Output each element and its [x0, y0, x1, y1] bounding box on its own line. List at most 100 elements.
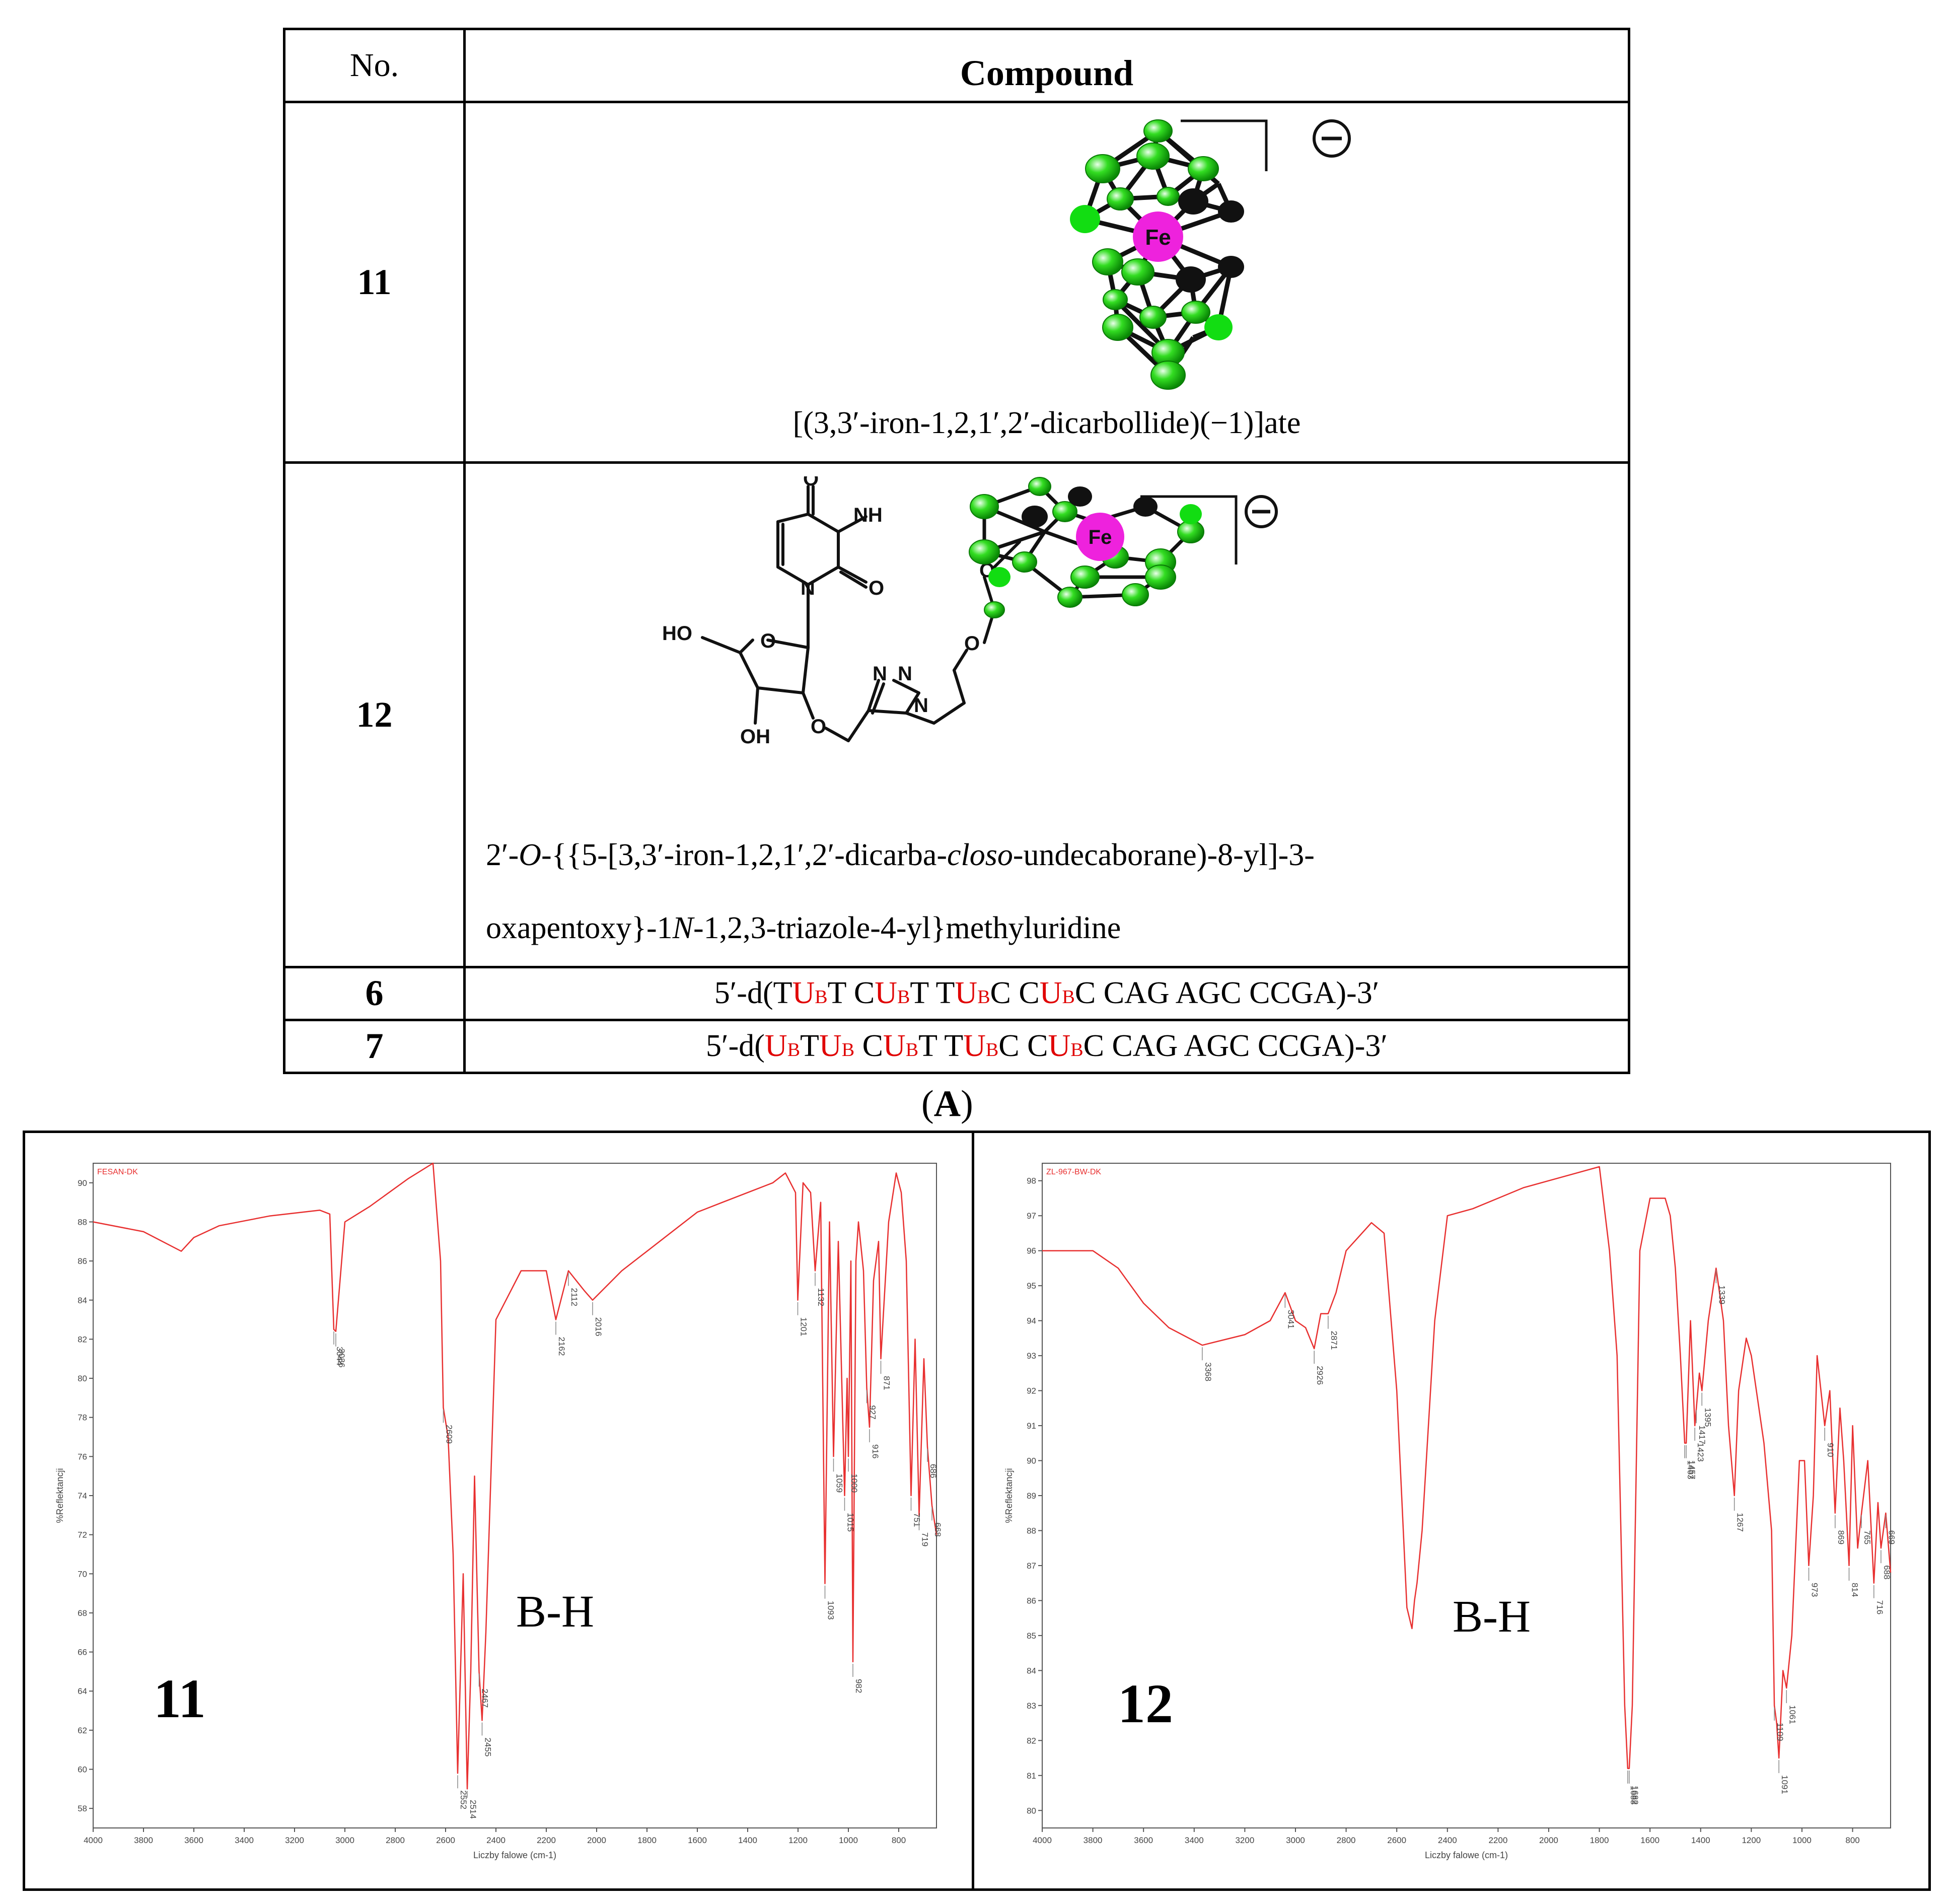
peak-label: 869: [1836, 1530, 1846, 1544]
y-tick-label: 86: [78, 1256, 87, 1266]
y-tick-label: 86: [1027, 1596, 1036, 1605]
y-tick-label: 85: [1027, 1631, 1036, 1641]
peak-label: 1457: [1687, 1460, 1697, 1479]
peak-label: 2112: [569, 1288, 579, 1307]
y-tick-label: 64: [78, 1686, 87, 1696]
x-tick-label: 2200: [537, 1836, 556, 1845]
spectrum-line: [1042, 1166, 1892, 1770]
oligo-6-sequence: 5′-d(TUBT CUBT TUBC CUBC CAG AGC CCGA)-3…: [463, 965, 1630, 1021]
spectrum-line: [93, 1162, 937, 1790]
x-tick-label: 2800: [386, 1836, 405, 1845]
peak-label: 1015: [846, 1513, 855, 1532]
y-tick-label: 72: [78, 1530, 87, 1540]
x-tick-label: 1400: [738, 1836, 757, 1845]
y-tick-label: 58: [78, 1804, 87, 1813]
peak-label: 1000: [849, 1473, 859, 1493]
bh-band-label: B-H: [1453, 1592, 1531, 1642]
x-tick-label: 1200: [1742, 1836, 1761, 1845]
x-tick-label: 2600: [1387, 1836, 1406, 1845]
x-tick-label: 2400: [486, 1836, 505, 1845]
peak-label: 3036: [337, 1349, 346, 1368]
spectra-frame: [23, 1131, 1931, 1891]
x-tick-label: 800: [892, 1836, 906, 1845]
peak-label: 751: [912, 1513, 922, 1527]
y-tick-label: 82: [1027, 1736, 1036, 1745]
y-tick-label: 78: [78, 1413, 87, 1423]
compound-12-name-line2: oxapentoxy}-1N-1,2,3-triazole-4-yl}methy…: [486, 911, 1121, 946]
y-axis-label: %Reflektancji: [55, 1468, 65, 1523]
y-tick-label: 80: [1027, 1806, 1036, 1815]
x-tick-label: 3200: [285, 1836, 304, 1845]
x-tick-label: 1000: [1792, 1836, 1812, 1845]
y-tick-label: 92: [1027, 1386, 1036, 1396]
fe-atom-label: Fe: [1145, 225, 1171, 250]
x-axis-label: Liczby falowe (cm-1): [473, 1850, 556, 1860]
peak-label: 2552: [459, 1790, 468, 1809]
oligo-number-7: 7: [283, 1018, 466, 1075]
fe-atom-label-12: Fe: [1089, 526, 1112, 548]
y-tick-label: 80: [78, 1374, 87, 1383]
panel-label-a: (A): [921, 1083, 973, 1124]
y-tick-label: 83: [1027, 1701, 1036, 1711]
x-tick-label: 1600: [688, 1836, 707, 1845]
compound-12-structure: O NH O N O HO OH O N N N O O: [662, 476, 1238, 748]
peak-label: 2609: [445, 1425, 454, 1444]
triazole-n1-label: N: [914, 694, 928, 717]
peak-label: 814: [1850, 1583, 1860, 1597]
peak-label: 1059: [835, 1473, 844, 1493]
header-no: No.: [283, 27, 466, 104]
compound-number-11: 11: [283, 101, 466, 464]
peak-label: 1109: [1775, 1723, 1785, 1741]
spectrum-file-label: ZL-967-BW-DK: [1046, 1168, 1101, 1176]
anion-charge-icon: [1313, 119, 1351, 158]
peak-label: 2162: [557, 1337, 566, 1356]
x-tick-label: 2600: [436, 1836, 455, 1845]
y-axis-label: %Reflektancji: [1004, 1468, 1014, 1523]
plot-frame: [93, 1163, 937, 1828]
ribose-o-label: O: [760, 630, 776, 652]
y-tick-label: 88: [1027, 1526, 1036, 1535]
y-tick-label: 68: [78, 1608, 87, 1618]
peak-label: 1132: [816, 1288, 826, 1307]
spectrum-file-label: FESAN-DK: [97, 1168, 138, 1176]
peak-label: 3044: [335, 1347, 344, 1366]
peak-label: 1682: [1630, 1786, 1640, 1805]
compound-number-label: 12: [1118, 1673, 1173, 1734]
y-tick-label: 74: [78, 1491, 87, 1501]
x-tick-label: 1800: [637, 1836, 657, 1845]
y-tick-label: 76: [78, 1452, 87, 1461]
compound-number-12: 12: [283, 461, 466, 968]
x-tick-label: 1800: [1590, 1836, 1609, 1845]
y-tick-label: 95: [1027, 1281, 1036, 1291]
peak-label: 927: [868, 1405, 878, 1419]
peak-label: 1417: [1697, 1425, 1707, 1444]
header-compound: Compound: [463, 27, 1630, 104]
bh-band-label: B-H: [516, 1587, 594, 1637]
x-tick-label: 1600: [1640, 1836, 1659, 1845]
y-tick-label: 62: [78, 1726, 87, 1735]
uracil-nh-label: NH: [853, 504, 883, 526]
peak-label: 910: [1826, 1443, 1835, 1457]
y-tick-label: 98: [1027, 1176, 1036, 1186]
x-tick-label: 1400: [1691, 1836, 1710, 1845]
uracil-o2-label: O: [869, 577, 884, 599]
x-tick-label: 2000: [587, 1836, 606, 1845]
ir-spectrum-11: 4000 3800 3600 3400 3200 3000 2800 2600 2400 2200…: [55, 1162, 943, 1860]
uracil-n1-label: N: [801, 577, 815, 599]
x-tick-label: 3600: [184, 1836, 203, 1845]
y-tick-label: 96: [1027, 1246, 1036, 1256]
peak-label: 1339: [1717, 1285, 1726, 1304]
ho-label: HO: [662, 622, 692, 645]
x-tick-label: 2200: [1488, 1836, 1507, 1845]
peak-label: 1061: [1787, 1705, 1797, 1724]
y-tick-label: 89: [1027, 1491, 1036, 1501]
peak-label: 871: [882, 1376, 892, 1390]
compound-12-name-line1: 2′-O-{{5-[3,3′-iron-1,2,1′,2′-dicarba-cl…: [486, 838, 1315, 873]
peak-label: 2467: [480, 1688, 490, 1708]
peak-label: 668: [933, 1522, 943, 1536]
peak-label: 3368: [1203, 1362, 1213, 1381]
peak-label: 719: [920, 1532, 930, 1546]
y-tick-label: 97: [1027, 1211, 1036, 1221]
y-tick-label: 94: [1027, 1316, 1036, 1326]
x-tick-label: 1000: [839, 1836, 858, 1845]
